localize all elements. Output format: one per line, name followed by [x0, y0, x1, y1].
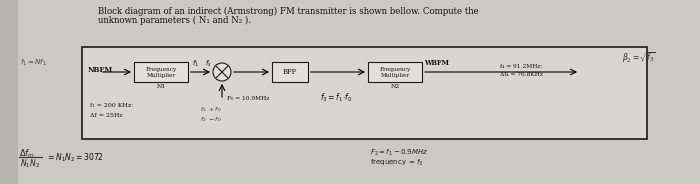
- Text: BPF: BPF: [283, 68, 298, 76]
- Text: WBFM: WBFM: [424, 59, 449, 67]
- Text: unknown parameters ( N₁ and N₂ ).: unknown parameters ( N₁ and N₂ ).: [98, 16, 251, 25]
- Text: $N_1 N_2$: $N_1 N_2$: [20, 158, 40, 171]
- Text: $f_1$: $f_1$: [192, 59, 199, 69]
- Text: $f_2\ -f_0$: $f_2\ -f_0$: [200, 115, 221, 124]
- Circle shape: [213, 63, 231, 81]
- Text: Multiplier: Multiplier: [380, 73, 410, 79]
- Text: $\beta_2{=}\sqrt{f_3}$: $\beta_2{=}\sqrt{f_3}$: [622, 50, 656, 65]
- Text: frequency $= f_3$: frequency $= f_3$: [370, 158, 424, 168]
- Text: N2: N2: [391, 84, 400, 89]
- Text: Frequency: Frequency: [146, 67, 176, 72]
- Text: Multiplier: Multiplier: [146, 73, 176, 79]
- Bar: [0, 0, 18, 184]
- Text: Δf₄ = 76.8KHz: Δf₄ = 76.8KHz: [500, 72, 543, 77]
- Text: NBFM: NBFM: [88, 66, 113, 74]
- Text: $\Delta f_m$: $\Delta f_m$: [19, 148, 35, 160]
- Text: Δf = 25Hz: Δf = 25Hz: [90, 113, 122, 118]
- Bar: [82, 47, 647, 139]
- Text: f₄ = 91.2MHz:: f₄ = 91.2MHz:: [500, 64, 542, 69]
- Text: $f_s$: $f_s$: [205, 59, 212, 69]
- Bar: [134, 62, 188, 82]
- Text: $= N_1 N_2 = 3072$: $= N_1 N_2 = 3072$: [46, 151, 104, 164]
- Text: $f_3{=}f_1{\cdot}f_0$: $f_3{=}f_1{\cdot}f_0$: [320, 92, 352, 105]
- Text: $f_1{=}Nf_1$: $f_1{=}Nf_1$: [20, 58, 47, 68]
- Bar: [368, 62, 422, 82]
- Text: f₁ = 200 KHz:: f₁ = 200 KHz:: [90, 103, 133, 108]
- Text: $F_2 = f_1 - 0.9MHz$: $F_2 = f_1 - 0.9MHz$: [370, 148, 428, 158]
- Text: F₀ = 10.9MHz: F₀ = 10.9MHz: [227, 96, 270, 101]
- Text: Block diagram of an indirect (Armstrong) FM transmitter is shown bellow. Compute: Block diagram of an indirect (Armstrong)…: [98, 7, 479, 16]
- Text: $f_2\ +f_0$: $f_2\ +f_0$: [200, 105, 221, 114]
- Text: N1: N1: [156, 84, 166, 89]
- Text: Frequency: Frequency: [379, 67, 411, 72]
- Bar: [272, 62, 308, 82]
